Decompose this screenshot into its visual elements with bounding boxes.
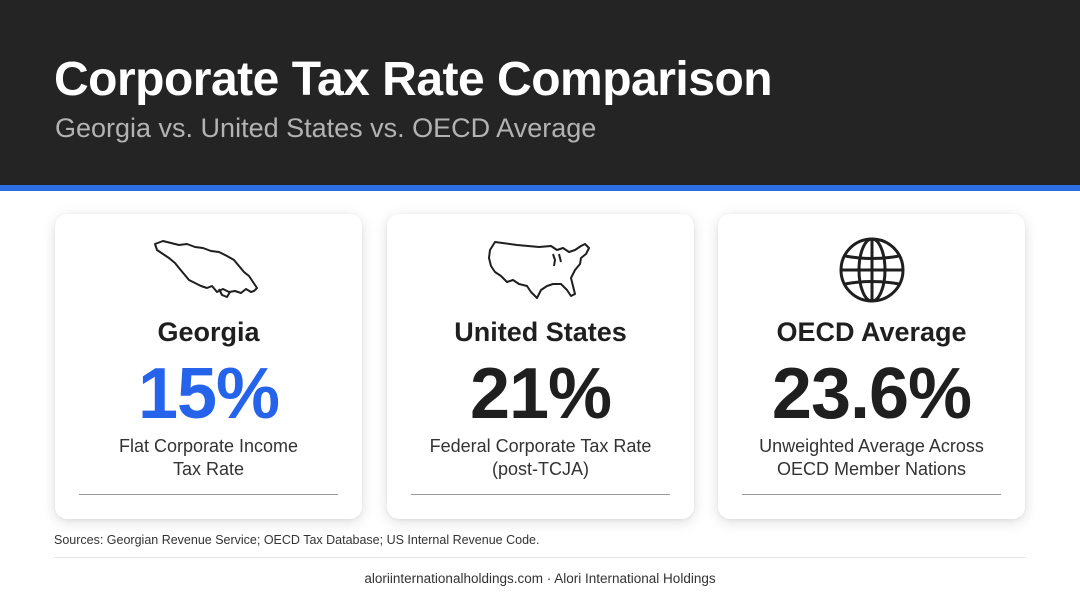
- united-states-card: United States 21% Federal Corporate Tax …: [387, 214, 694, 519]
- description-line: (post-TCJA): [491, 459, 589, 479]
- tax-rate-value: 15%: [137, 354, 280, 434]
- description-line: Flat Corporate Income: [118, 436, 299, 456]
- header-banner: Corporate Tax Rate Comparison Georgia vs…: [0, 0, 1080, 185]
- card-divider: [79, 494, 338, 495]
- card-title: OECD Average: [776, 317, 967, 347]
- tax-rate-value: 21%: [469, 354, 612, 434]
- description-line: Tax Rate: [172, 459, 245, 479]
- georgia-map-icon: [149, 236, 269, 304]
- georgia-card: Georgia 15% Flat Corporate Income Tax Ra…: [55, 214, 362, 519]
- oecd-average-card: OECD Average 23.6% Unweighted Average Ac…: [718, 214, 1025, 519]
- card-description: Unweighted Average Across OECD Member Na…: [738, 435, 1005, 481]
- accent-divider: [0, 185, 1080, 191]
- description-line: Unweighted Average Across: [759, 436, 984, 456]
- card-description: Federal Corporate Tax Rate (post-TCJA): [407, 435, 674, 481]
- card-title: United States: [454, 317, 627, 347]
- card-title: Georgia: [157, 317, 260, 347]
- description-line: Federal Corporate Tax Rate: [429, 436, 652, 456]
- card-description: Flat Corporate Income Tax Rate: [75, 435, 342, 481]
- page-title: Corporate Tax Rate Comparison: [54, 53, 773, 106]
- globe-icon: [812, 236, 932, 304]
- page-subtitle: Georgia vs. United States vs. OECD Avera…: [55, 113, 597, 143]
- tax-rate-value: 23.6%: [771, 354, 972, 434]
- card-divider: [411, 494, 670, 495]
- footer-divider: [54, 557, 1026, 558]
- description-line: OECD Member Nations: [776, 459, 967, 479]
- footer-text: aloriinternationalholdings.com · Alori I…: [364, 571, 716, 586]
- usa-map-icon: [481, 236, 601, 304]
- sources-note: Sources: Georgian Revenue Service; OECD …: [54, 533, 540, 547]
- card-divider: [742, 494, 1001, 495]
